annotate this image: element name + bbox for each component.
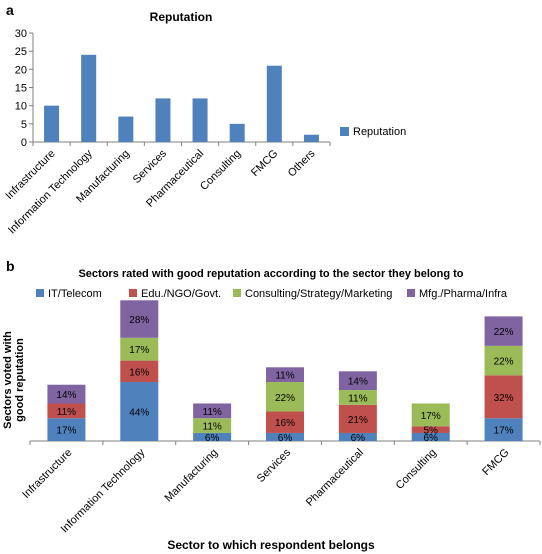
data-label: 6%: [423, 433, 438, 444]
bar-segment-pharmaceutical-mfg-pharma-infra: [338, 371, 377, 391]
bar-segment-consulting-edu-ngo-govt: [411, 426, 450, 433]
bar-segment-information-technology-edu-ngo-govt: [120, 360, 159, 383]
bar-pharmaceutical: [192, 98, 208, 142]
bar-segment-information-technology-consulting-strategy-marketing: [120, 337, 159, 361]
data-label: 17%: [129, 345, 149, 356]
bar-segment-consulting-consulting-strategy-marketing: [411, 403, 450, 427]
data-label: 11%: [203, 422, 222, 433]
legend-swatch-mfg-pharma-infra: [407, 289, 415, 297]
bar-services: [155, 98, 171, 142]
bar-others: [303, 134, 319, 142]
y-axis-label-line-1: Sectors voted with: [2, 331, 14, 429]
y-tick-label: 25: [15, 46, 27, 58]
legend-label-edu-ngo-govt: Edu./NGO/Govt.: [141, 288, 221, 300]
bar-segment-infrastructure-mfg-pharma-infra: [47, 384, 86, 404]
data-label: 16%: [275, 418, 295, 429]
y-tick-label: 15: [15, 83, 27, 95]
bar-consulting: [229, 123, 245, 142]
legend-label-mfg-pharma-infra: Mfg./Pharma/Infra: [419, 288, 508, 300]
bar-segment-pharmaceutical-it-telecom: [338, 432, 377, 441]
data-label: 11%: [348, 393, 367, 404]
data-label: 44%: [129, 408, 149, 419]
data-label: 16%: [129, 367, 149, 378]
legend-swatch-consulting-strategy-marketing: [233, 289, 241, 297]
bar-segment-manufacturing-mfg-pharma-infra: [193, 403, 232, 419]
bar-segment-services-edu-ngo-govt: [266, 411, 304, 433]
bar-segment-information-technology-mfg-pharma-infra: [120, 300, 159, 338]
data-label: 21%: [348, 415, 368, 426]
x-tick-label: Pharmaceutical: [304, 447, 366, 509]
legend-swatch-edu-ngo-govt: [129, 289, 137, 297]
bar-segment-consulting-it-telecom: [411, 432, 450, 441]
data-label: 17%: [494, 426, 514, 437]
chart-a-title: Reputation: [150, 10, 213, 24]
panel-b-label: b: [6, 258, 15, 274]
bar-information-technology: [81, 54, 97, 142]
legend-label-it-telecom: IT/Telecom: [48, 288, 102, 300]
legend-swatch-reputation: [340, 127, 349, 136]
bar-segment-services-mfg-pharma-infra: [266, 367, 304, 383]
y-axis-label-line-2: good reputation: [14, 338, 26, 422]
data-label: 11%: [57, 407, 76, 418]
bar-segment-infrastructure-it-telecom: [47, 418, 86, 441]
x-tick-label: Infrastructure: [20, 447, 74, 501]
bar-segment-services-consulting-strategy-marketing: [266, 382, 304, 412]
data-label: 11%: [203, 407, 222, 418]
bar-manufacturing: [118, 116, 134, 142]
reputation-bar-chart: Reputation051015202530InfrastructureInfo…: [3, 10, 406, 236]
legend-label-reputation: Reputation: [353, 126, 406, 138]
y-tick-label: 0: [21, 137, 27, 149]
data-label: 14%: [348, 377, 368, 388]
bar-segment-pharmaceutical-edu-ngo-govt: [338, 404, 377, 433]
bar-segment-manufacturing-it-telecom: [193, 432, 232, 441]
y-tick-label: 20: [15, 64, 27, 76]
data-label: 32%: [494, 393, 514, 404]
x-tick-label: Services: [131, 147, 170, 186]
bar-segment-pharmaceutical-consulting-strategy-marketing: [338, 390, 377, 405]
x-tick-label: Information Technology: [59, 446, 148, 535]
x-tick-label: FMCG: [480, 447, 511, 478]
panel-a-label: a: [6, 2, 14, 18]
data-label: 14%: [56, 390, 76, 401]
bar-segment-fmcg-it-telecom: [484, 418, 523, 441]
legend-swatch-it-telecom: [36, 289, 44, 297]
bar-infrastructure: [44, 105, 60, 142]
x-tick-label: Consulting: [198, 148, 243, 193]
x-tick-label: FMCG: [249, 148, 280, 179]
data-label: 6%: [205, 433, 220, 444]
bar-segment-information-technology-it-telecom: [120, 382, 159, 441]
data-label: 22%: [494, 357, 514, 368]
data-label: 28%: [129, 315, 149, 326]
bar-fmcg: [266, 65, 282, 142]
bar-segment-infrastructure-edu-ngo-govt: [47, 403, 86, 419]
data-label: 22%: [275, 393, 295, 404]
data-label: 6%: [351, 433, 366, 444]
data-label: 5%: [423, 426, 438, 437]
y-tick-label: 30: [15, 28, 27, 40]
data-label: 17%: [56, 426, 76, 437]
data-label: 11%: [275, 371, 294, 382]
bar-segment-services-it-telecom: [266, 432, 304, 441]
x-tick-label: Services: [255, 446, 294, 485]
bar-segment-fmcg-mfg-pharma-infra: [484, 316, 523, 346]
x-tick-label: Manufacturing: [162, 447, 220, 505]
data-label: 17%: [421, 411, 441, 422]
x-axis-label: Sector to which respondent belongs: [167, 538, 375, 552]
bar-segment-fmcg-edu-ngo-govt: [484, 375, 523, 419]
stacked-reputation-chart: Sectors rated with good reputation accor…: [2, 268, 541, 552]
chart-b-title: Sectors rated with good reputation accor…: [78, 268, 463, 280]
data-label: 6%: [278, 433, 293, 444]
y-tick-label: 5: [21, 119, 27, 131]
data-label: 22%: [494, 327, 514, 338]
bar-segment-fmcg-consulting-strategy-marketing: [484, 345, 523, 376]
bar-segment-manufacturing-consulting-strategy-marketing: [193, 418, 232, 433]
x-tick-label: Consulting: [394, 447, 439, 492]
x-tick-label: Others: [286, 147, 318, 179]
legend-label-consulting-strategy-marketing: Consulting/Strategy/Marketing: [245, 288, 392, 300]
y-tick-label: 10: [15, 101, 27, 113]
